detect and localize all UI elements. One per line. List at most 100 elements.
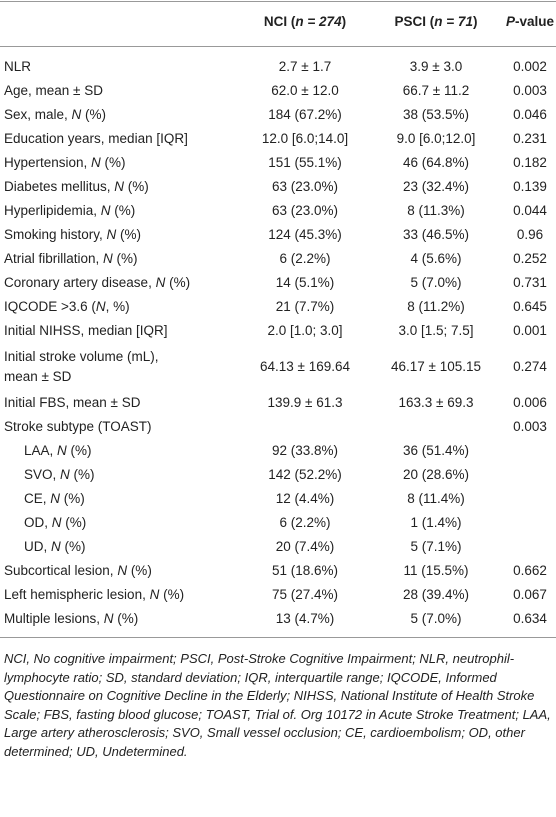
cell-value: 33 (46.5%) [402, 227, 470, 242]
row-label: CE, N (%) [24, 489, 85, 509]
text-part: Subcortical lesion, [4, 563, 118, 578]
text-part: Initial NIHSS, median [IQR] [4, 323, 168, 338]
cell-value: 8 (11.2%) [407, 299, 465, 314]
cell-value: 38 (53.5%) [402, 107, 470, 122]
text-part: N [71, 107, 82, 122]
row-label: Sex, male, N (%) [4, 105, 106, 125]
text-part: Hyperlipidemia, [4, 203, 101, 218]
cell-value: 3.9 ± 3.0 [409, 59, 463, 74]
row-label: NLR [4, 57, 31, 77]
cell-value: 8 (11.3%) [407, 203, 465, 218]
text-part: ) [341, 14, 347, 29]
text-part: N [114, 179, 125, 194]
text-part: LAA, [24, 443, 58, 458]
cell-value: 64.13 ± 169.64 [260, 359, 350, 374]
row-label: Subcortical lesion, N (%) [4, 561, 152, 581]
text-part: N [51, 539, 61, 554]
row-label: LAA, N (%) [24, 441, 92, 461]
text-part: (%) [113, 611, 139, 626]
text-part: (%) [100, 155, 126, 170]
cell-value: 3.0 [1.5; 7.5] [398, 323, 474, 338]
text-part: (%) [165, 275, 191, 290]
text-part: N [155, 275, 166, 290]
text-part: (%) [60, 491, 85, 506]
cell-value: 12.0 [6.0;14.0] [261, 131, 349, 146]
row-label: Diabetes mellitus, N (%) [4, 177, 149, 197]
cell-value: 0.634 [513, 611, 547, 626]
cell-value: 0.645 [513, 299, 547, 314]
cell-value: 0.046 [513, 107, 547, 122]
text-part: UD, [24, 539, 51, 554]
text-part: -value [514, 14, 555, 29]
text-part: (%) [110, 203, 136, 218]
cell-value: 63 (23.0%) [271, 179, 339, 194]
row-label: Initial NIHSS, median [IQR] [4, 321, 168, 341]
cell-value: 20 (28.6%) [402, 467, 470, 482]
text-part: (%) [116, 227, 142, 242]
cell-value: 5 (7.0%) [410, 611, 462, 626]
cell-value: 8 (11.4%) [407, 491, 465, 506]
row-label: Age, mean ± SD [4, 81, 103, 101]
row-label: Atrial fibrillation, N (%) [4, 249, 138, 269]
text-part: ) [472, 14, 478, 29]
cell-value: 51 (18.6%) [271, 563, 339, 578]
text-part: N [57, 443, 67, 458]
cell-value: 0.003 [513, 83, 547, 98]
text-part: IQCODE >3.6 ( [4, 299, 96, 314]
column-header: PSCI (n = 71) [395, 12, 478, 32]
text-part: SVO, [24, 467, 61, 482]
cell-value: 92 (33.8%) [271, 443, 339, 458]
cell-value: 0.067 [513, 587, 547, 602]
cell-value: 5 (7.1%) [410, 539, 462, 554]
text-part: N [106, 227, 117, 242]
row-label: Left hemispheric lesion, N (%) [4, 585, 184, 605]
cell-value: 28 (39.4%) [402, 587, 470, 602]
row-label: Hypertension, N (%) [4, 153, 126, 173]
column-header: P-value [506, 12, 554, 32]
text-part: Hypertension, [4, 155, 92, 170]
cell-value: 9.0 [6.0;12.0] [396, 131, 476, 146]
cell-value: 0.182 [513, 155, 547, 170]
cell-value: 0.662 [513, 563, 547, 578]
cell-value: 63 (23.0%) [271, 203, 339, 218]
cell-value: 23 (32.4%) [402, 179, 470, 194]
cell-value: 62.0 ± 12.0 [271, 83, 339, 98]
rule [0, 637, 556, 638]
text-part: Multiple lesions, [4, 611, 104, 626]
text-part: N [149, 587, 160, 602]
text-part: Age, mean ± SD [4, 83, 103, 98]
cell-value: 11 (15.5%) [403, 563, 469, 578]
text-part: N [50, 491, 61, 506]
text-part: N [103, 611, 114, 626]
text-part: N [60, 467, 70, 482]
cell-value: 0.731 [513, 275, 547, 290]
cell-value: 13 (4.7%) [275, 611, 335, 626]
cell-value: 0.006 [513, 395, 547, 410]
cell-value: 0.231 [513, 131, 547, 146]
cell-value: 0.044 [513, 203, 547, 218]
text-part: (%) [112, 251, 138, 266]
text-part: (%) [69, 467, 95, 482]
text-part: Education years, median [IQR] [4, 131, 188, 146]
cell-value: 184 (67.2%) [268, 107, 342, 122]
cell-value: 0.001 [513, 323, 547, 338]
text-part: (%) [66, 443, 92, 458]
text-part: P [505, 14, 515, 29]
cell-value: 12 (4.4%) [275, 491, 335, 506]
text-part: NLR [4, 59, 32, 74]
cell-value: 4 (5.6%) [410, 251, 462, 266]
cell-value: 163.3 ± 69.3 [398, 395, 474, 410]
text-part: n = 71 [434, 14, 473, 29]
cell-value: 139.9 ± 61.3 [267, 395, 343, 410]
cell-value: 75 (27.4%) [271, 587, 339, 602]
cell-value: 6 (2.2%) [279, 251, 331, 266]
text-part: Stroke subtype (TOAST) [4, 419, 152, 434]
row-label: Initial FBS, mean ± SD [4, 393, 140, 413]
text-part: n = 274 [295, 14, 342, 29]
text-part: N [91, 155, 101, 170]
cell-value: 0.96 [516, 227, 544, 242]
cell-value: 14 (5.1%) [275, 275, 335, 290]
text-part: Smoking history, [4, 227, 107, 242]
row-label: Coronary artery disease, N (%) [4, 273, 190, 293]
